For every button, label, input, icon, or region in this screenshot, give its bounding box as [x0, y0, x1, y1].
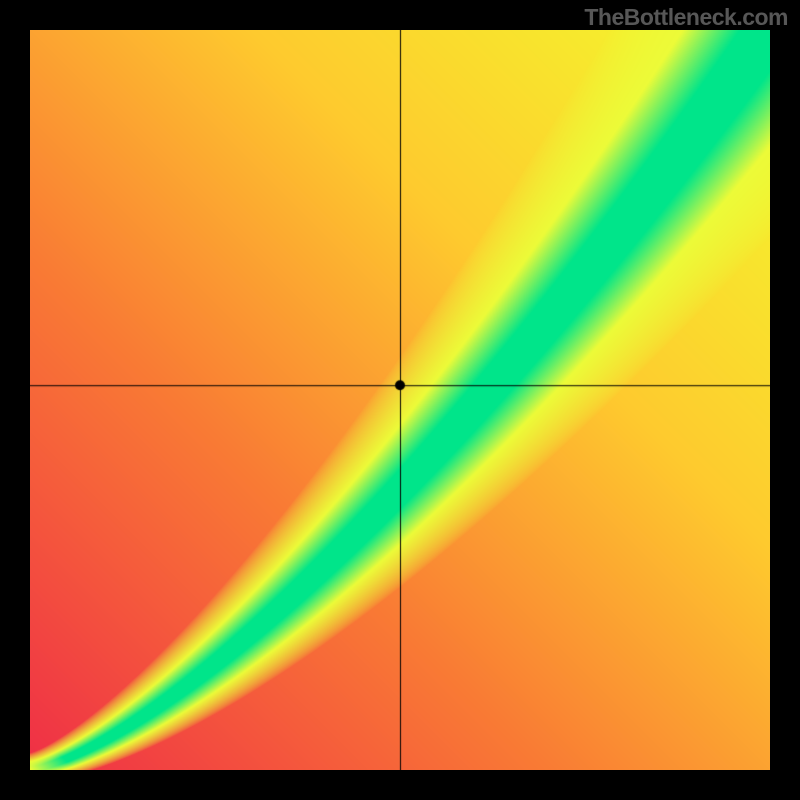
watermark-text: TheBottleneck.com — [584, 4, 788, 31]
chart-container: TheBottleneck.com — [0, 0, 800, 800]
heatmap-plot — [30, 30, 770, 770]
heatmap-canvas — [30, 30, 770, 770]
